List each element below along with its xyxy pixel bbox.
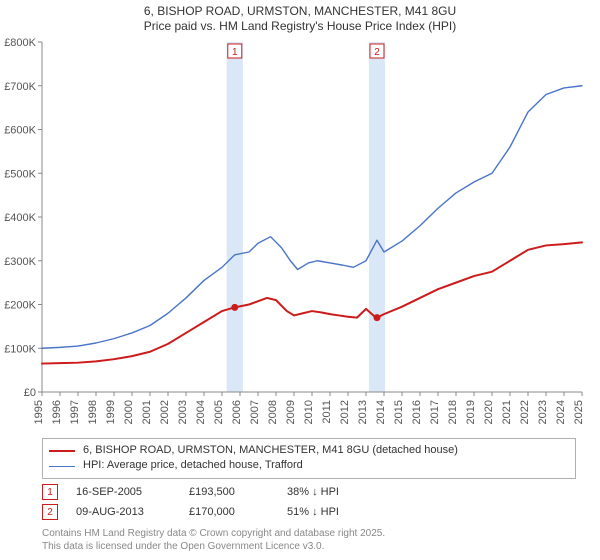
sale-markers: 1 16-SEP-2005 £193,500 38% ↓ HPI 2 09-AU…	[42, 480, 562, 524]
svg-text:2006: 2006	[231, 400, 243, 424]
svg-text:2013: 2013	[357, 400, 369, 424]
marker-badge-1: 1	[42, 484, 58, 500]
svg-text:2016: 2016	[411, 400, 423, 424]
svg-text:£700K: £700K	[4, 81, 36, 93]
marker-price-2: £170,000	[189, 506, 269, 518]
svg-text:2003: 2003	[177, 400, 189, 424]
chart-svg: £0 £100K £200K £300K £400K £500K £600K £700K £80…	[0, 38, 600, 428]
svg-text:£100K: £100K	[4, 343, 36, 355]
marker-row-1: 1 16-SEP-2005 £193,500 38% ↓ HPI	[42, 484, 562, 500]
footnote-line-1: Contains HM Land Registry data © Crown c…	[42, 528, 562, 541]
svg-text:£200K: £200K	[4, 300, 36, 312]
svg-text:2002: 2002	[159, 400, 171, 424]
svg-text:2023: 2023	[537, 400, 549, 424]
svg-text:2001: 2001	[141, 400, 153, 424]
svg-text:2024: 2024	[555, 400, 567, 424]
title-line-1: 6, BISHOP ROAD, URMSTON, MANCHESTER, M41…	[0, 4, 600, 19]
svg-text:1998: 1998	[87, 400, 99, 424]
marker-row-2: 2 09-AUG-2013 £170,000 51% ↓ HPI	[42, 504, 562, 520]
marker-delta-1: 38% ↓ HPI	[287, 486, 397, 498]
title-line-2: Price paid vs. HM Land Registry's House …	[0, 19, 600, 34]
legend-row-hpi: HPI: Average price, detached house, Traf…	[49, 458, 569, 473]
legend-label-property: 6, BISHOP ROAD, URMSTON, MANCHESTER, M41…	[83, 443, 458, 458]
svg-text:2020: 2020	[483, 400, 495, 424]
svg-text:2005: 2005	[213, 400, 225, 424]
svg-text:2010: 2010	[303, 400, 315, 424]
svg-text:2025: 2025	[573, 400, 585, 424]
svg-text:1997: 1997	[69, 400, 81, 424]
svg-text:2012: 2012	[339, 400, 351, 424]
svg-text:2014: 2014	[375, 400, 387, 424]
marker-delta-2: 51% ↓ HPI	[287, 506, 397, 518]
marker-date-1: 16-SEP-2005	[76, 486, 171, 498]
svg-text:1996: 1996	[51, 400, 63, 424]
svg-text:2015: 2015	[393, 400, 405, 424]
svg-text:2007: 2007	[249, 400, 261, 424]
footnote: Contains HM Land Registry data © Crown c…	[42, 528, 562, 553]
chart-title: 6, BISHOP ROAD, URMSTON, MANCHESTER, M41…	[0, 0, 600, 34]
svg-text:1995: 1995	[33, 400, 45, 424]
footnote-line-2: This data is licensed under the Open Gov…	[42, 541, 562, 554]
svg-text:2019: 2019	[465, 400, 477, 424]
marker-date-2: 09-AUG-2013	[76, 506, 171, 518]
svg-text:2022: 2022	[519, 400, 531, 424]
legend-swatch-property	[49, 450, 75, 452]
svg-text:2008: 2008	[267, 400, 279, 424]
svg-text:2021: 2021	[501, 400, 513, 424]
legend-row-property: 6, BISHOP ROAD, URMSTON, MANCHESTER, M41…	[49, 443, 569, 458]
chart-container: { "title": { "line1": "6, BISHOP ROAD, U…	[0, 0, 600, 560]
svg-text:2017: 2017	[429, 400, 441, 424]
legend-label-hpi: HPI: Average price, detached house, Traf…	[83, 458, 303, 473]
svg-text:£300K: £300K	[4, 256, 36, 268]
marker-price-1: £193,500	[189, 486, 269, 498]
svg-text:2009: 2009	[285, 400, 297, 424]
svg-text:£400K: £400K	[4, 212, 36, 224]
svg-text:1: 1	[232, 47, 238, 58]
legend: 6, BISHOP ROAD, URMSTON, MANCHESTER, M41…	[42, 438, 576, 479]
svg-text:1999: 1999	[105, 400, 117, 424]
legend-swatch-hpi	[49, 466, 75, 467]
svg-text:2004: 2004	[195, 400, 207, 424]
svg-text:£600K: £600K	[4, 125, 36, 137]
svg-text:£500K: £500K	[4, 168, 36, 180]
svg-text:£800K: £800K	[4, 38, 36, 49]
svg-text:2000: 2000	[123, 400, 135, 424]
marker-badge-2: 2	[42, 504, 58, 520]
chart-area: £0 £100K £200K £300K £400K £500K £600K £700K £80…	[0, 38, 600, 428]
svg-text:2011: 2011	[321, 400, 333, 424]
svg-text:2: 2	[374, 47, 380, 58]
svg-text:2018: 2018	[447, 400, 459, 424]
svg-text:£0: £0	[24, 387, 36, 399]
